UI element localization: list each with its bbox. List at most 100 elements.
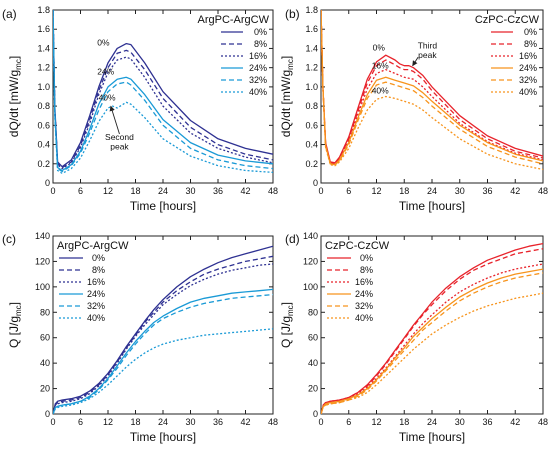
y-tick-label: 40 [308, 358, 318, 368]
y-tick-label: 1.0 [305, 82, 318, 92]
y-tick-label: 0.8 [305, 101, 318, 111]
series-line-32pct [53, 10, 273, 173]
x-tick-label: 24 [158, 186, 168, 196]
y-tick-label: 1.4 [305, 43, 318, 53]
y-tick-label: 80 [40, 307, 50, 317]
series-group [321, 10, 543, 171]
x-tick-label: 42 [510, 417, 520, 427]
y-tick-label: 0.4 [305, 140, 318, 150]
series-line-8pct [321, 10, 543, 165]
y-axis-label: dQ/dt [mW/gmc] [7, 56, 23, 137]
y-tick-label: 0.2 [37, 159, 50, 169]
x-tick-label: 36 [213, 417, 223, 427]
plot-frame [52, 9, 274, 184]
y-axis-label: Q [J/gmc] [7, 302, 23, 348]
y-tick-label: 40 [40, 358, 50, 368]
series-line-16pct [321, 263, 543, 414]
legend-label: 16% [249, 51, 267, 61]
panel-letter: (a) [2, 7, 17, 21]
y-tick-label: 100 [303, 282, 318, 292]
y-tick-label: 0.6 [37, 120, 50, 130]
y-tick-label: 0.2 [305, 159, 318, 169]
legend-label: 0% [254, 27, 267, 37]
legend-title: ArgPC-ArgCW [197, 14, 269, 26]
legend-label: 8% [524, 39, 537, 49]
x-tick-label: 48 [538, 417, 548, 427]
y-tick-label: 1.0 [37, 82, 50, 92]
x-tick-label: 42 [510, 186, 520, 196]
y-tick-label: 60 [308, 333, 318, 343]
y-tick-label: 120 [35, 256, 50, 266]
x-tick-label: 36 [213, 186, 223, 196]
series-line-8pct [53, 10, 273, 169]
y-tick-label: 0 [313, 409, 318, 419]
y-tick-label: 0 [313, 178, 318, 188]
annotation-label: Second [105, 132, 134, 142]
legend-label: 0% [92, 253, 105, 263]
x-tick-label: 18 [399, 417, 409, 427]
legend-label: 0% [360, 253, 373, 263]
y-tick-label: 80 [308, 307, 318, 317]
legend-label: 16% [519, 51, 537, 61]
series-line-40pct [321, 292, 543, 414]
y-tick-label: 60 [40, 333, 50, 343]
x-tick-label: 36 [482, 186, 492, 196]
series-line-40pct [53, 328, 273, 414]
legend-title: CzPC-CzCW [325, 240, 390, 252]
x-tick-label: 0 [50, 186, 55, 196]
series-line-16pct [53, 263, 273, 414]
annotation-label: 40% [372, 86, 389, 96]
annotation-label: 0% [97, 38, 110, 48]
series-line-40pct [321, 10, 543, 171]
x-axis-label: Time [hours] [399, 199, 465, 213]
x-tick-label: 30 [455, 186, 465, 196]
y-tick-label: 1.6 [305, 24, 318, 34]
y-tick-label: 1.2 [37, 63, 50, 73]
y-tick-label: 100 [35, 282, 50, 292]
plot-frame [320, 9, 544, 184]
annotation-label: Third [418, 40, 438, 50]
x-tick-label: 6 [78, 186, 83, 196]
y-tick-label: 20 [40, 384, 50, 394]
panel-2: (b) 0 6 12 18 24 30 36 42 48 0 0.2 0.4 0.6 0.8 1.0 1.2 1.… [279, 5, 548, 213]
x-axis-label: Time [hours] [130, 199, 196, 213]
series-line-16pct [53, 10, 273, 170]
x-tick-label: 6 [78, 417, 83, 427]
legend-label: 24% [87, 289, 105, 299]
series-line-32pct [53, 293, 273, 414]
panel-1: (a) 0 6 12 18 24 30 36 42 48 0 0.2 0.4 0.6 0.8 1.0 1.2 1.… [2, 5, 278, 213]
annotation-arrow [412, 56, 419, 67]
plot-frame [320, 235, 544, 415]
annotation-label: peak [110, 141, 129, 151]
legend-title: CzPC-CzCW [475, 14, 540, 26]
series-line-0pct [321, 242, 543, 414]
x-tick-label: 12 [103, 186, 113, 196]
legend-label: 0% [524, 27, 537, 37]
x-tick-label: 12 [371, 417, 381, 427]
legend-title: ArgPC-ArgCW [57, 240, 129, 252]
series-line-8pct [321, 248, 543, 414]
series-line-0pct [53, 245, 273, 414]
annotation-label: 24% [97, 66, 114, 76]
y-tick-label: 0.6 [305, 120, 318, 130]
x-tick-label: 48 [268, 417, 278, 427]
annotation-arrow [109, 105, 120, 135]
legend-label: 8% [92, 265, 105, 275]
legend-label: 16% [87, 277, 105, 287]
x-tick-label: 42 [240, 186, 250, 196]
legend-label: 32% [355, 301, 373, 311]
series-line-8pct [53, 255, 273, 414]
legend-label: 24% [519, 63, 537, 73]
annotation-label: 40% [99, 92, 116, 102]
x-tick-label: 24 [427, 186, 437, 196]
x-tick-label: 12 [371, 186, 381, 196]
annotation-label: 16% [372, 61, 389, 71]
x-tick-label: 30 [185, 417, 195, 427]
x-axis-label: Time [hours] [399, 430, 465, 444]
panel-4: (d) 0 6 12 18 24 30 36 42 48 0 20 40 60 80 100 120 140 Tim… [279, 231, 548, 444]
x-tick-label: 42 [240, 417, 250, 427]
y-tick-label: 1.6 [37, 24, 50, 34]
panel-letter: (c) [2, 232, 16, 246]
